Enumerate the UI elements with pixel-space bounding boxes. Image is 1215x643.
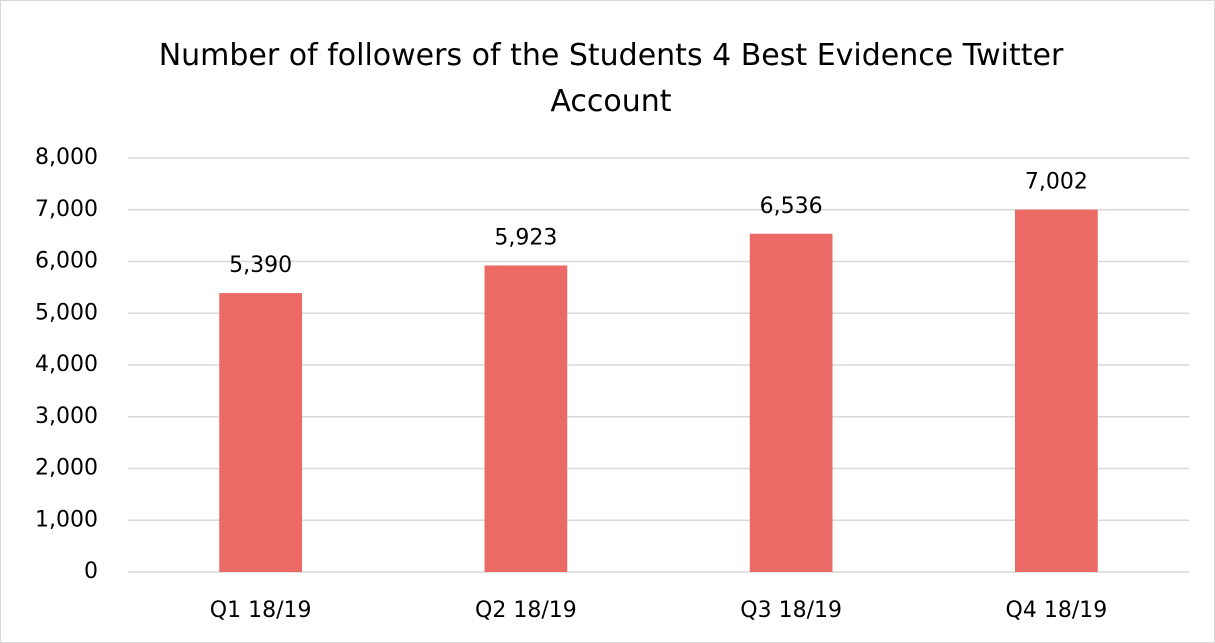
- y-tick-label: 8,000: [35, 145, 98, 170]
- y-tick-label: 5,000: [35, 300, 98, 325]
- chart-title: Number of followers of the Students 4 Be…: [158, 38, 1064, 119]
- y-tick-label: 7,000: [35, 197, 98, 222]
- bar: [484, 265, 568, 572]
- x-tick-label: Q2 18/19: [475, 598, 577, 623]
- y-tick-label: 1,000: [35, 507, 98, 532]
- y-tick-label: 2,000: [35, 456, 98, 481]
- x-tick-label: Q1 18/19: [210, 598, 312, 623]
- data-label: 7,002: [1025, 170, 1088, 195]
- y-tick-label: 3,000: [35, 404, 98, 429]
- bar: [219, 293, 303, 572]
- x-tick-label: Q3 18/19: [740, 598, 842, 623]
- bar: [1014, 209, 1098, 573]
- data-label: 5,923: [494, 225, 557, 250]
- y-tick-label: 6,000: [35, 249, 98, 274]
- data-label: 6,536: [760, 194, 823, 219]
- bar: [749, 233, 833, 572]
- y-tick-label: 0: [84, 559, 98, 584]
- data-label: 5,390: [229, 253, 292, 278]
- y-tick-label: 4,000: [35, 352, 98, 377]
- x-tick-label: Q4 18/19: [1006, 598, 1108, 623]
